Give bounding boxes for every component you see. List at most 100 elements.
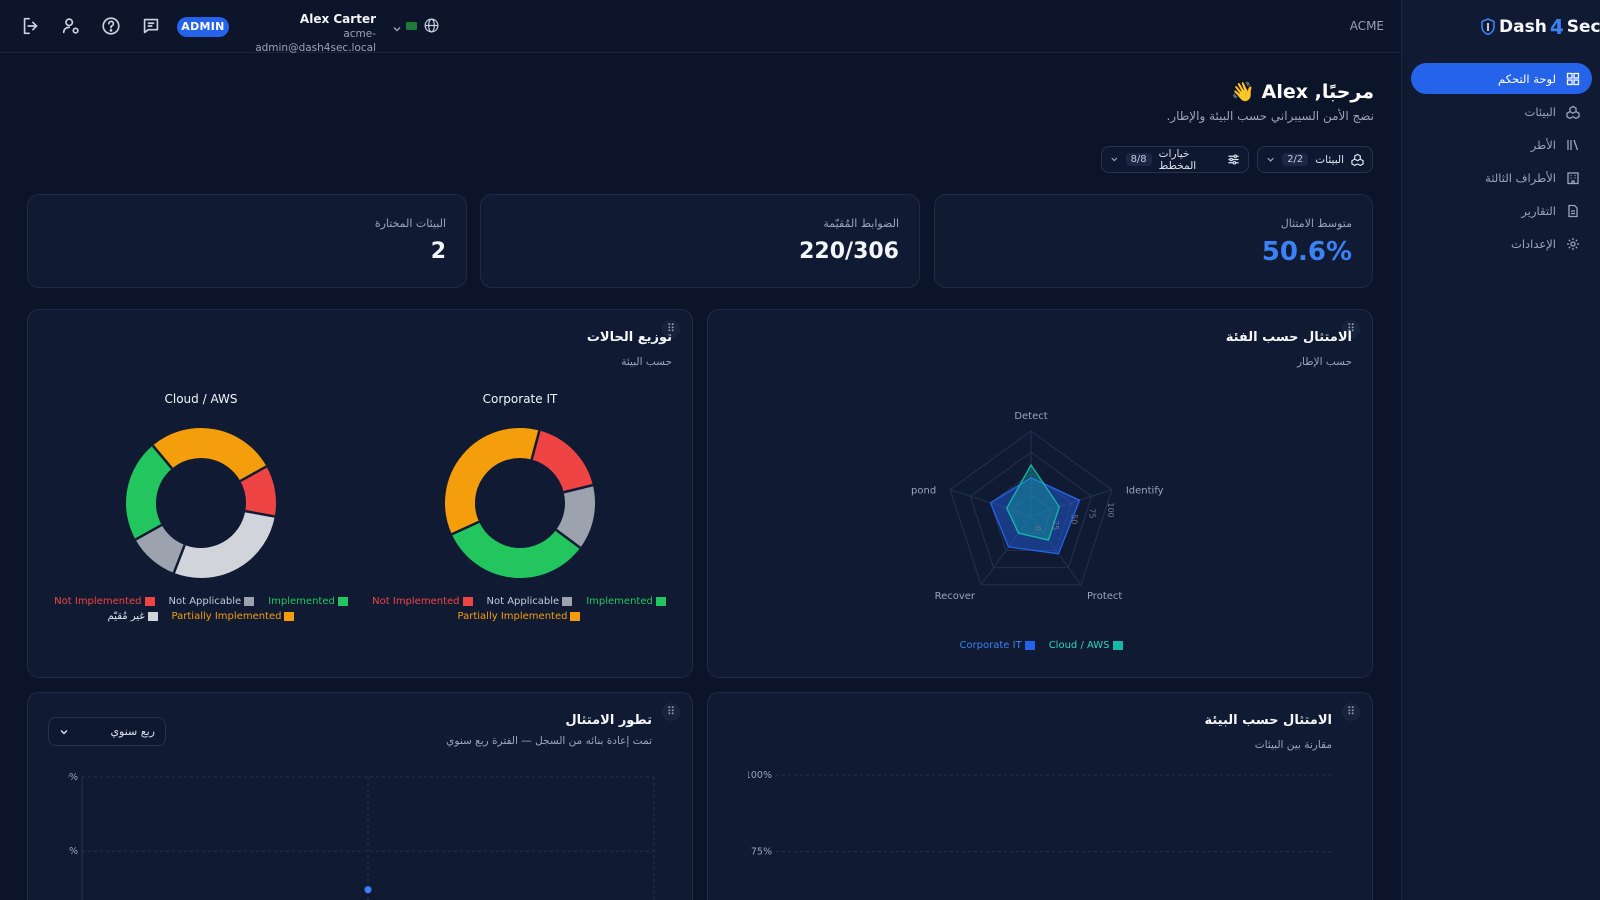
radar-axis-label: Respond bbox=[911, 486, 936, 497]
y-tick-label: 75% bbox=[751, 847, 772, 858]
donut-chart-cloud-aws bbox=[126, 428, 276, 578]
donut-slice bbox=[152, 428, 267, 482]
legend-swatch bbox=[1024, 641, 1035, 650]
legend-swatch bbox=[570, 612, 581, 621]
legend-swatch bbox=[244, 597, 255, 606]
legend-swatch bbox=[1112, 641, 1123, 650]
card-title: الامتثال حسب الفئة bbox=[1225, 330, 1352, 345]
logout-icon[interactable] bbox=[20, 15, 42, 37]
y-tick-label: 100% bbox=[68, 772, 78, 783]
donut-slice bbox=[555, 485, 595, 548]
compliance-by-category-card: ⠿ الامتثال حسب الفئة حسب الإطار Detect Id… bbox=[707, 309, 1373, 678]
tenant-name: ACME bbox=[1349, 19, 1384, 33]
logo[interactable]: Dash 4 Sec bbox=[1480, 14, 1600, 40]
sidebar-item-label: الأطراف الثالثة bbox=[1485, 170, 1556, 185]
messages-icon[interactable] bbox=[140, 15, 162, 37]
logo-text-bolt: 4 bbox=[1549, 15, 1564, 39]
radar-grid-ring bbox=[949, 430, 1113, 586]
assessed-controls-value: 220/306 bbox=[799, 239, 899, 264]
slice-separator bbox=[239, 465, 268, 483]
slice-separator bbox=[151, 444, 174, 470]
radar-axis-line bbox=[980, 515, 1032, 586]
legend-swatch bbox=[462, 597, 473, 606]
legend-item-partially-implemented: Partially Implemented bbox=[172, 611, 295, 622]
selected-environments-value: 2 bbox=[430, 239, 446, 264]
legend-label: Not Implemented bbox=[372, 596, 460, 607]
sidebar-item-third-parties[interactable]: الأطراف الثالثة bbox=[1411, 162, 1592, 193]
sliders-icon bbox=[1227, 153, 1240, 166]
globe-icon[interactable] bbox=[423, 17, 440, 34]
legend-cloud-aws: Not Implemented Not Applicable Implement… bbox=[48, 596, 354, 622]
legend-swatch bbox=[562, 597, 573, 606]
legend-swatch bbox=[655, 597, 666, 606]
drag-handle-icon[interactable]: ⠿ bbox=[662, 320, 680, 338]
legend-label: Cloud / AWS bbox=[1048, 640, 1110, 651]
sidebar-item-dashboard[interactable]: لوحة التحكم bbox=[1411, 63, 1592, 94]
radar-grid-ring bbox=[1010, 494, 1052, 534]
trend-chart: 100%75%50% bbox=[68, 772, 655, 900]
radar-axis-label: Identify bbox=[1126, 486, 1164, 497]
shield-icon bbox=[1480, 18, 1496, 36]
drag-handle-icon[interactable]: ⠿ bbox=[1342, 320, 1360, 338]
chevron-down-icon bbox=[59, 727, 69, 737]
legend-swatch bbox=[144, 597, 155, 606]
environments-filter-label: البيئات bbox=[1315, 153, 1344, 166]
user-email: acme-admin@dash4sec.local bbox=[255, 28, 376, 54]
status-distribution-card: ⠿ توزيع الحالات حسب البيئة Cloud / AWS N… bbox=[27, 309, 693, 678]
sidebar-item-frameworks[interactable]: الأطر bbox=[1411, 129, 1592, 160]
radar-legend: Corporate IT Cloud / AWS bbox=[891, 640, 1191, 651]
card-title: توزيع الحالات bbox=[586, 330, 672, 345]
radar-axis-label: Detect bbox=[1014, 411, 1047, 422]
chevron-down-icon[interactable] bbox=[391, 20, 403, 32]
y-tick-label: 100% bbox=[748, 770, 772, 781]
legend-item-not-implemented: Not Implemented bbox=[372, 596, 473, 607]
environments-icon bbox=[1566, 105, 1580, 119]
card-subtitle: مقارنة بين البيئات bbox=[1254, 739, 1332, 751]
radar-tick-label: 100 bbox=[1106, 502, 1115, 517]
legend-item-implemented: Implemented bbox=[586, 596, 666, 607]
legend-swatch bbox=[337, 597, 348, 606]
donut-title-corporate-it: Corporate IT bbox=[482, 392, 558, 406]
legend-label: Implemented bbox=[268, 596, 335, 607]
environment-bar-chart: 100%75%50% bbox=[748, 770, 1334, 858]
card-subtitle: حسب الإطار bbox=[1296, 356, 1352, 368]
help-icon[interactable] bbox=[100, 15, 122, 37]
user-settings-icon[interactable] bbox=[60, 15, 82, 37]
radar-chart: Detect Identify Protect Recover Respond 0 25 50… bbox=[911, 411, 1164, 602]
radar-axis-line bbox=[1030, 489, 1112, 517]
sidebar-item-label: البيئات bbox=[1524, 104, 1556, 119]
legend-corporate-it: Not Implemented Not Applicable Implement… bbox=[366, 596, 672, 622]
avg-compliance-value: 50.6% bbox=[1261, 237, 1352, 267]
sidebar-item-reports[interactable]: التقارير bbox=[1411, 195, 1592, 226]
environments-filter[interactable]: 2/2 البيئات bbox=[1257, 146, 1373, 173]
sidebar-item-label: التقارير bbox=[1521, 203, 1556, 218]
compliance-by-environment-card: ⠿ الامتثال حسب البيئة مقارنة بين البيئات… bbox=[707, 692, 1373, 900]
drag-handle-icon[interactable]: ⠿ bbox=[1342, 703, 1360, 721]
legend-label: Implemented bbox=[586, 596, 653, 607]
environments-icon bbox=[1351, 153, 1364, 167]
sidebar-item-environments[interactable]: البيئات bbox=[1411, 96, 1592, 127]
radar-tick-label: 75 bbox=[1088, 508, 1097, 518]
donut-slice bbox=[530, 430, 593, 493]
avg-compliance-card: متوسط الامتثال 50.6% bbox=[934, 194, 1373, 288]
radar-axis-label: Protect bbox=[1087, 591, 1122, 602]
frameworks-icon bbox=[1566, 138, 1580, 152]
chart-options-count: 8/8 bbox=[1125, 153, 1152, 166]
slice-separator bbox=[172, 544, 186, 574]
card-subtitle: حسب البيئة bbox=[621, 356, 672, 368]
drag-handle-icon[interactable]: ⠿ bbox=[662, 703, 680, 721]
chevron-down-icon bbox=[1110, 155, 1119, 165]
slice-separator bbox=[530, 430, 541, 460]
flag-icon[interactable] bbox=[406, 22, 417, 30]
radar-axis-label: Recover bbox=[935, 591, 976, 602]
user-info[interactable]: Alex Carter acme-admin@dash4sec.local bbox=[236, 12, 376, 55]
stat-label: البيئات المختارة bbox=[374, 217, 446, 230]
legend-item-not-applicable: Not Applicable bbox=[487, 596, 573, 607]
user-name: Alex Carter bbox=[299, 12, 376, 26]
period-select[interactable]: ربع سنوي bbox=[48, 717, 166, 746]
sidebar-item-settings[interactable]: الإعدادات bbox=[1411, 228, 1592, 259]
logo-text-sec: Sec bbox=[1566, 17, 1600, 37]
chart-options-filter[interactable]: 8/8 خيارات المخطط bbox=[1101, 146, 1249, 173]
slice-separator bbox=[563, 483, 594, 494]
stat-label: الضوابط المُقيّمة bbox=[823, 217, 899, 230]
